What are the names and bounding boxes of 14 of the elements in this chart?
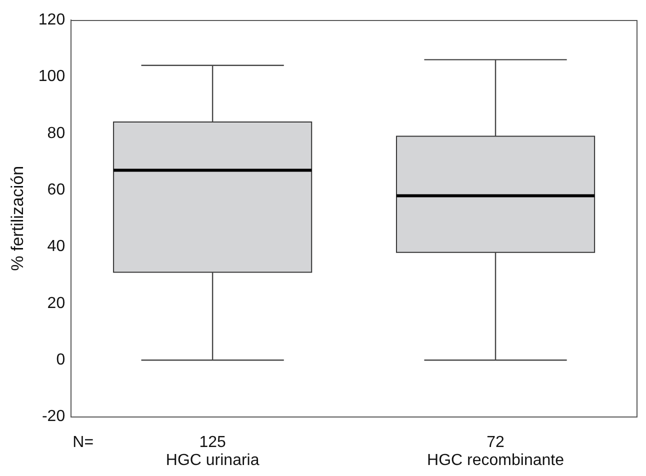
- y-tick-label: -20: [42, 408, 66, 426]
- x-tick-label: HGC urinaria: [166, 452, 260, 469]
- x-tick-label: HGC recombinante: [427, 452, 564, 469]
- y-tick-label: 100: [38, 68, 66, 86]
- text: 125: [199, 434, 226, 452]
- text: N=: [72, 434, 94, 452]
- y-tick-label: 40: [47, 238, 66, 256]
- y-tick-label: 0: [56, 352, 66, 369]
- y-tick-label: 20: [47, 294, 66, 312]
- y-axis-title: % fertilización: [8, 166, 27, 271]
- text: 72: [486, 434, 505, 452]
- y-tick-label: 80: [47, 124, 66, 142]
- y-tick-label: 120: [38, 11, 66, 28]
- y-tick-label: 60: [47, 181, 66, 198]
